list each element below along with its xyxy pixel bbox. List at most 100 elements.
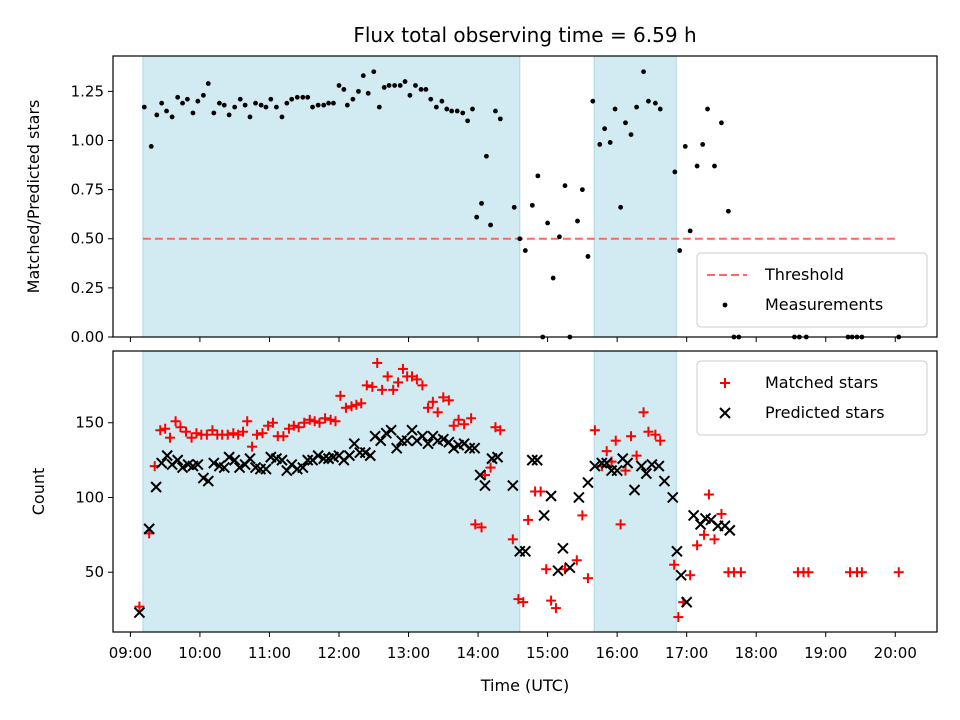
matched-star-point	[673, 612, 684, 623]
measurement-point	[672, 169, 678, 175]
matched-star-point	[207, 425, 218, 436]
ratio-panel: 0.00 0.25 0.50 0.75 1.00 1.25 Matched/Predicte…	[24, 55, 938, 346]
measurement-point	[344, 102, 350, 108]
measurement-point	[545, 220, 550, 226]
x-tick-label: 12:00	[317, 644, 360, 662]
matched-star-point	[856, 567, 867, 578]
matched-star-point	[615, 519, 626, 530]
predicted-star-point	[276, 454, 288, 466]
matched-star-point	[571, 555, 582, 566]
legend-box	[696, 360, 928, 436]
matched-star-point	[638, 407, 649, 418]
legend-cross-swatch	[719, 407, 731, 419]
measurement-point	[185, 96, 190, 102]
measurement-point	[376, 104, 382, 110]
measurement-point	[300, 94, 306, 100]
matched-star-point	[160, 423, 171, 434]
matched-star-point	[314, 417, 325, 428]
legend-label: Matched stars	[765, 373, 878, 392]
predicted-star-point	[464, 442, 476, 454]
matched-star-point	[293, 422, 304, 433]
y-tick-label: 0.75	[71, 181, 104, 199]
measurement-point	[407, 92, 413, 98]
x-tick-label: 13:00	[387, 644, 430, 662]
matched-star-point	[650, 429, 661, 440]
measurement-point	[418, 87, 424, 92]
measurement-point	[682, 143, 688, 149]
x-tick-label: 14:00	[456, 644, 499, 662]
predicted-star-point	[545, 490, 557, 502]
predicted-star-point	[479, 479, 491, 492]
y-tick-label: 0.50	[71, 230, 104, 248]
measurement-point	[141, 104, 147, 110]
matched-star-point	[191, 428, 202, 439]
x-tick-label: 10:00	[178, 644, 221, 662]
count-panel: 50 100 150 Count 09:00 10:00 11:00 12:00 13:00 14…	[29, 350, 938, 662]
legend-label: Predicted stars	[765, 403, 885, 422]
measurement-point	[159, 100, 165, 106]
measurement-point	[602, 126, 608, 132]
x-tick-label: 15:00	[526, 644, 569, 662]
measurement-point	[284, 100, 290, 106]
matched-star-point	[320, 413, 331, 424]
x-tick-label: 16:00	[596, 644, 639, 662]
measurement-point	[242, 102, 248, 108]
measurement-point	[575, 218, 580, 224]
predicted-star-point	[675, 569, 687, 581]
measurement-point	[529, 202, 535, 208]
predicted-star-point	[474, 469, 486, 481]
measurement-point	[677, 248, 683, 253]
predicted-star-point	[176, 461, 189, 474]
predicted-star-point	[600, 457, 613, 469]
measurement-point	[315, 102, 321, 108]
measurement-point	[356, 88, 361, 94]
predicted-star-point	[468, 442, 481, 454]
measurement-point	[413, 83, 418, 88]
matched-star-point	[541, 564, 552, 575]
predicted-star-point	[301, 454, 314, 466]
measurement-point	[612, 106, 618, 112]
predicted-star-point	[491, 451, 504, 463]
matched-star-point	[803, 567, 814, 578]
matched-star-point	[655, 435, 666, 446]
predicted-star-point	[416, 430, 429, 442]
matched-star-point	[523, 514, 534, 525]
measurement-point	[274, 104, 279, 110]
measurement-point	[590, 98, 596, 104]
matched-star-point	[356, 398, 367, 409]
measurement-point	[712, 163, 717, 169]
matched-star-point	[257, 428, 268, 439]
measurement-point	[331, 100, 336, 106]
matched-star-point	[422, 402, 433, 413]
matched-star-point	[186, 432, 197, 443]
predicted-star-point	[557, 542, 569, 555]
matched-star-point	[427, 396, 438, 407]
measurement-point	[470, 106, 475, 112]
matched-star-point	[155, 425, 166, 436]
measurement-point	[465, 118, 471, 124]
matched-star-point	[480, 470, 491, 481]
predicted-star-point	[724, 524, 736, 537]
y-tick-label: 0.25	[71, 279, 104, 297]
x-tick-label: 09:00	[109, 644, 152, 662]
measurement-point	[579, 187, 585, 193]
matched-star-point	[382, 371, 393, 382]
matched-star-point	[278, 431, 289, 442]
matched-star-point	[388, 384, 399, 395]
measurement-point	[386, 83, 392, 88]
measurement-point	[253, 100, 258, 106]
matched-star-point	[432, 407, 443, 418]
matched-star-point	[518, 597, 529, 608]
predicted-star-point	[228, 454, 241, 466]
matched-star-point	[601, 446, 612, 457]
y-tick-label: 0.00	[71, 328, 104, 346]
measurement-point	[205, 81, 211, 86]
measurement-point	[535, 173, 541, 179]
predicted-star-point	[589, 460, 601, 472]
measurement-point	[211, 110, 217, 116]
predicted-star-point	[406, 424, 418, 436]
predicted-star-point	[531, 454, 543, 466]
measurement-point	[700, 142, 706, 147]
matched-star-point	[535, 486, 546, 497]
